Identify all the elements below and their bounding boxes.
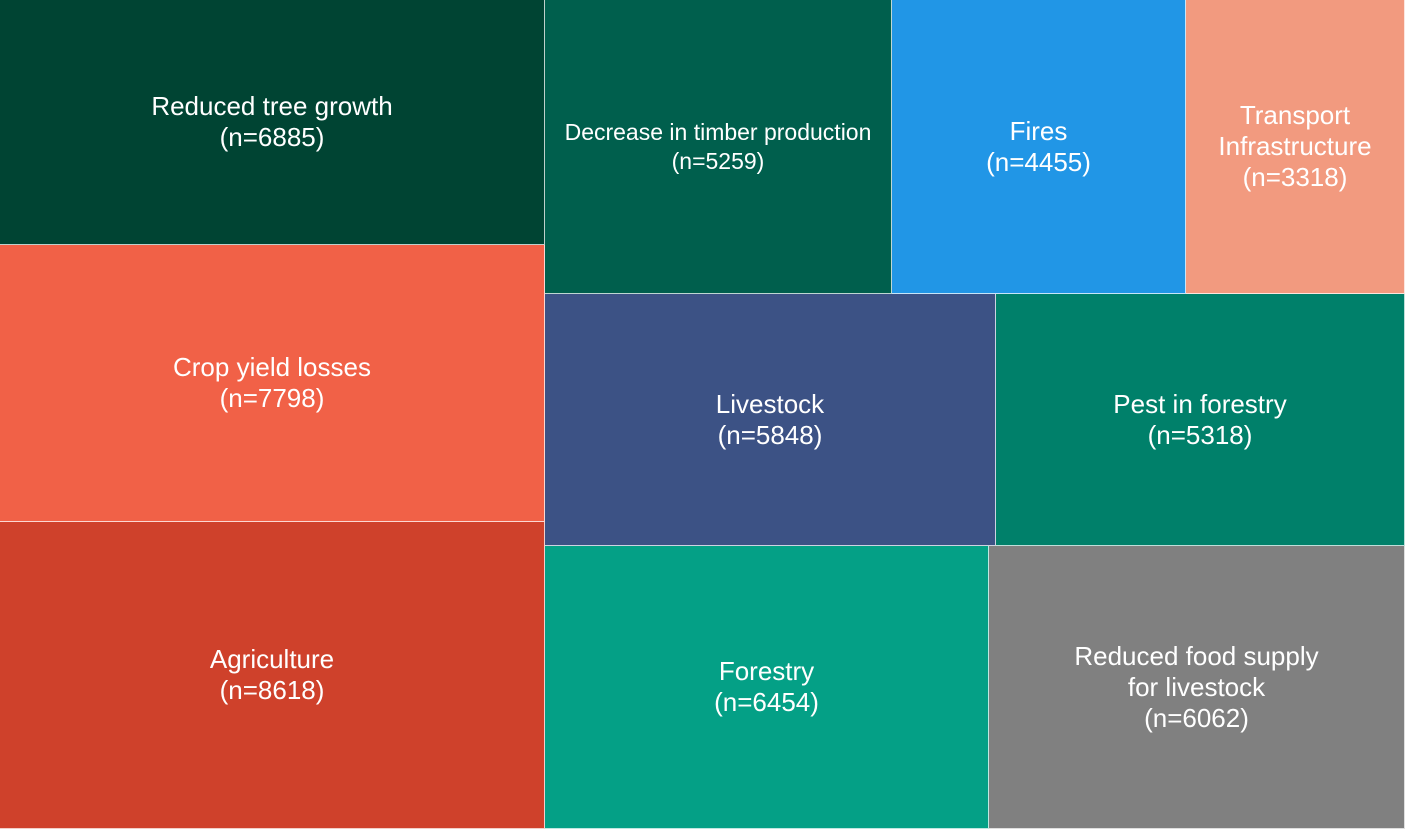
treemap-tile-label: Livestock (n=5848) bbox=[715, 388, 825, 450]
treemap-tile-crop-yield-losses: Crop yield losses (n=7798) bbox=[0, 245, 545, 522]
treemap-tile-label: Reduced food supply for livestock (n=606… bbox=[1074, 640, 1319, 733]
treemap-tile-fires: Fires (n=4455) bbox=[892, 0, 1186, 294]
treemap-tile-label: Forestry (n=6454) bbox=[714, 656, 819, 717]
treemap-tile-forestry: Forestry (n=6454) bbox=[545, 546, 989, 829]
treemap-tile-decrease-in-timber-production: Decrease in timber production (n=5259) bbox=[545, 0, 892, 294]
treemap-tile-label: Fires (n=4455) bbox=[986, 115, 1091, 177]
treemap-tile-label: Reduced tree growth (n=6885) bbox=[151, 91, 393, 152]
treemap-tile-label: Decrease in timber production (n=5259) bbox=[564, 118, 872, 174]
treemap-tile-transport-infrastructure: Transport Infrastructure (n=3318) bbox=[1186, 0, 1405, 294]
treemap-tile-label: Crop yield losses (n=7798) bbox=[173, 352, 371, 413]
treemap-tile-reduced-tree-growth: Reduced tree growth (n=6885) bbox=[0, 0, 545, 245]
treemap-tile-label: Agriculture (n=8618) bbox=[209, 644, 335, 705]
treemap-tile-label: Pest in forestry (n=5318) bbox=[1113, 388, 1287, 450]
treemap-tile-agriculture: Agriculture (n=8618) bbox=[0, 522, 545, 829]
treemap-tile-pest-in-forestry: Pest in forestry (n=5318) bbox=[996, 294, 1405, 546]
treemap-tile-label: Transport Infrastructure (n=3318) bbox=[1218, 100, 1372, 192]
treemap-tile-reduced-food-supply-for-livestock: Reduced food supply for livestock (n=606… bbox=[989, 546, 1405, 829]
treemap-tile-livestock: Livestock (n=5848) bbox=[545, 294, 996, 546]
